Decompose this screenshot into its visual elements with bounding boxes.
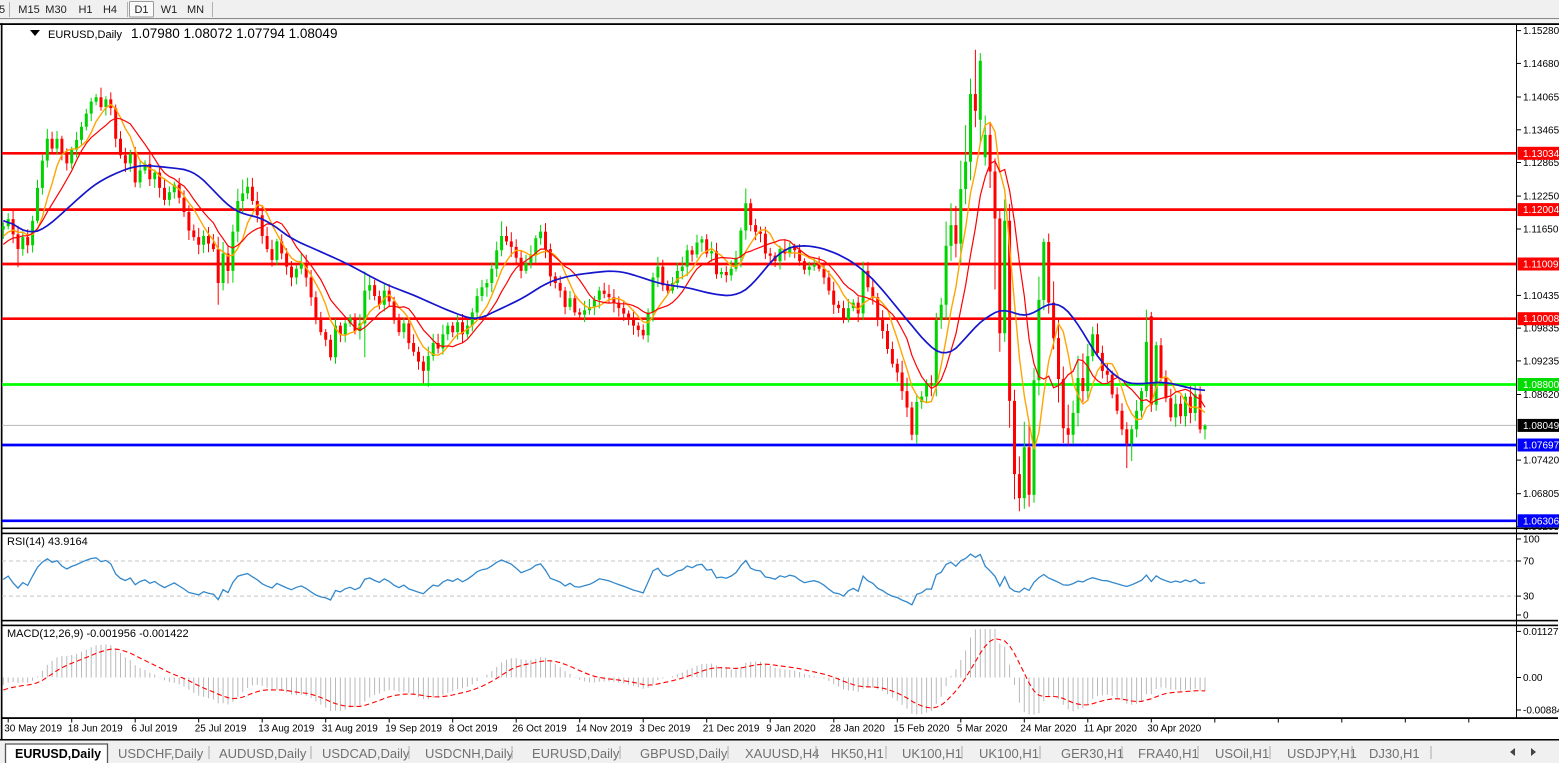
svg-text:24 Mar 2020: 24 Mar 2020 <box>1020 724 1077 735</box>
svg-text:30 May 2019: 30 May 2019 <box>4 724 62 735</box>
svg-text:USDCAD,Daily: USDCAD,Daily <box>322 746 410 761</box>
svg-text:1.09835: 1.09835 <box>1523 324 1559 335</box>
svg-text:1.14680: 1.14680 <box>1523 59 1559 70</box>
svg-text:1.06306: 1.06306 <box>1523 516 1559 527</box>
svg-text:30: 30 <box>1523 592 1535 603</box>
svg-text:MN: MN <box>187 4 204 16</box>
svg-text:28 Jan 2020: 28 Jan 2020 <box>830 724 885 735</box>
svg-text:100: 100 <box>1523 535 1540 546</box>
svg-text:11 Apr 2020: 11 Apr 2020 <box>1084 724 1138 735</box>
svg-text:21 Dec 2019: 21 Dec 2019 <box>703 724 760 735</box>
svg-text:1.13465: 1.13465 <box>1523 125 1559 136</box>
svg-text:GER30,H1: GER30,H1 <box>1061 746 1124 761</box>
svg-text:1.09235: 1.09235 <box>1523 356 1559 367</box>
svg-text:70: 70 <box>1523 557 1535 568</box>
svg-text:-0.008845: -0.008845 <box>1523 706 1559 717</box>
svg-text:1.08800: 1.08800 <box>1523 380 1559 391</box>
svg-text:EURUSD,Daily: EURUSD,Daily <box>15 747 101 761</box>
svg-text:1.12865: 1.12865 <box>1523 158 1559 169</box>
svg-text:EURUSD,Daily: EURUSD,Daily <box>532 746 620 761</box>
svg-text:0: 0 <box>1523 611 1529 622</box>
svg-text:31 Aug 2019: 31 Aug 2019 <box>322 724 379 735</box>
svg-text:5: 5 <box>0 4 5 16</box>
svg-text:USDCHF,Daily: USDCHF,Daily <box>118 746 204 761</box>
svg-text:1.07697: 1.07697 <box>1523 441 1559 452</box>
svg-text:1.07420: 1.07420 <box>1523 456 1559 467</box>
svg-text:1.14065: 1.14065 <box>1523 93 1559 104</box>
svg-text:0.00: 0.00 <box>1523 673 1543 684</box>
svg-text:1.11650: 1.11650 <box>1523 225 1559 236</box>
svg-text:UK100,H1: UK100,H1 <box>902 746 962 761</box>
svg-text:14 Nov 2019: 14 Nov 2019 <box>576 724 633 735</box>
svg-text:1.08620: 1.08620 <box>1523 390 1559 401</box>
svg-text:FRA40,H1: FRA40,H1 <box>1138 746 1199 761</box>
svg-text:15 Feb 2020: 15 Feb 2020 <box>893 724 950 735</box>
svg-text:1.08049: 1.08049 <box>1523 421 1559 432</box>
svg-text:1.13034: 1.13034 <box>1523 149 1559 160</box>
svg-text:AUDUSD,Daily: AUDUSD,Daily <box>219 746 307 761</box>
svg-text:1.06805: 1.06805 <box>1523 489 1559 500</box>
svg-text:3 Dec 2019: 3 Dec 2019 <box>639 724 691 735</box>
svg-text:1.15280: 1.15280 <box>1523 26 1559 37</box>
svg-text:8 Oct 2019: 8 Oct 2019 <box>449 724 498 735</box>
svg-text:DJ30,H1: DJ30,H1 <box>1369 746 1420 761</box>
svg-text:5 Mar 2020: 5 Mar 2020 <box>957 724 1008 735</box>
svg-text:W1: W1 <box>161 4 178 16</box>
svg-text:GBPUSD,Daily: GBPUSD,Daily <box>640 746 728 761</box>
svg-text:1.10008: 1.10008 <box>1523 314 1559 325</box>
svg-text:M30: M30 <box>45 4 66 16</box>
svg-text:RSI(14) 43.9164: RSI(14) 43.9164 <box>7 536 88 548</box>
svg-text:9 Jan 2020: 9 Jan 2020 <box>766 724 816 735</box>
svg-text:26 Oct 2019: 26 Oct 2019 <box>512 724 567 735</box>
svg-text:25 Jul 2019: 25 Jul 2019 <box>195 724 247 735</box>
svg-text:0.011277: 0.011277 <box>1523 627 1559 638</box>
svg-text:1.07980 1.08072 1.07794 1.0804: 1.07980 1.08072 1.07794 1.08049 <box>131 26 337 41</box>
svg-text:1.12250: 1.12250 <box>1523 192 1559 203</box>
svg-text:UK100,H1: UK100,H1 <box>979 746 1039 761</box>
svg-text:1.06205: 1.06205 <box>1523 522 1559 533</box>
svg-text:19 Sep 2019: 19 Sep 2019 <box>385 724 442 735</box>
svg-text:1.12004: 1.12004 <box>1523 205 1559 216</box>
svg-text:1.11009: 1.11009 <box>1523 260 1559 271</box>
svg-text:H4: H4 <box>103 4 117 16</box>
svg-text:1.10435: 1.10435 <box>1523 291 1559 302</box>
svg-text:6 Jul 2019: 6 Jul 2019 <box>131 724 178 735</box>
svg-text:USOil,H1: USOil,H1 <box>1215 746 1269 761</box>
svg-text:EURUSD,Daily: EURUSD,Daily <box>48 29 122 41</box>
svg-text:USDCNH,Daily: USDCNH,Daily <box>425 746 514 761</box>
svg-text:MACD(12,26,9) -0.001956 -0.001: MACD(12,26,9) -0.001956 -0.001422 <box>7 628 189 640</box>
svg-text:D1: D1 <box>134 4 148 16</box>
svg-text:18 Jun 2019: 18 Jun 2019 <box>68 724 123 735</box>
svg-text:30 Apr 2020: 30 Apr 2020 <box>1147 724 1201 735</box>
svg-text:HK50,H1: HK50,H1 <box>831 746 884 761</box>
svg-text:USDJPY,H1: USDJPY,H1 <box>1287 746 1357 761</box>
svg-text:13 Aug 2019: 13 Aug 2019 <box>258 724 315 735</box>
svg-text:M15: M15 <box>18 4 39 16</box>
svg-text:H1: H1 <box>78 4 92 16</box>
svg-text:XAUUSD,H4: XAUUSD,H4 <box>745 746 819 761</box>
